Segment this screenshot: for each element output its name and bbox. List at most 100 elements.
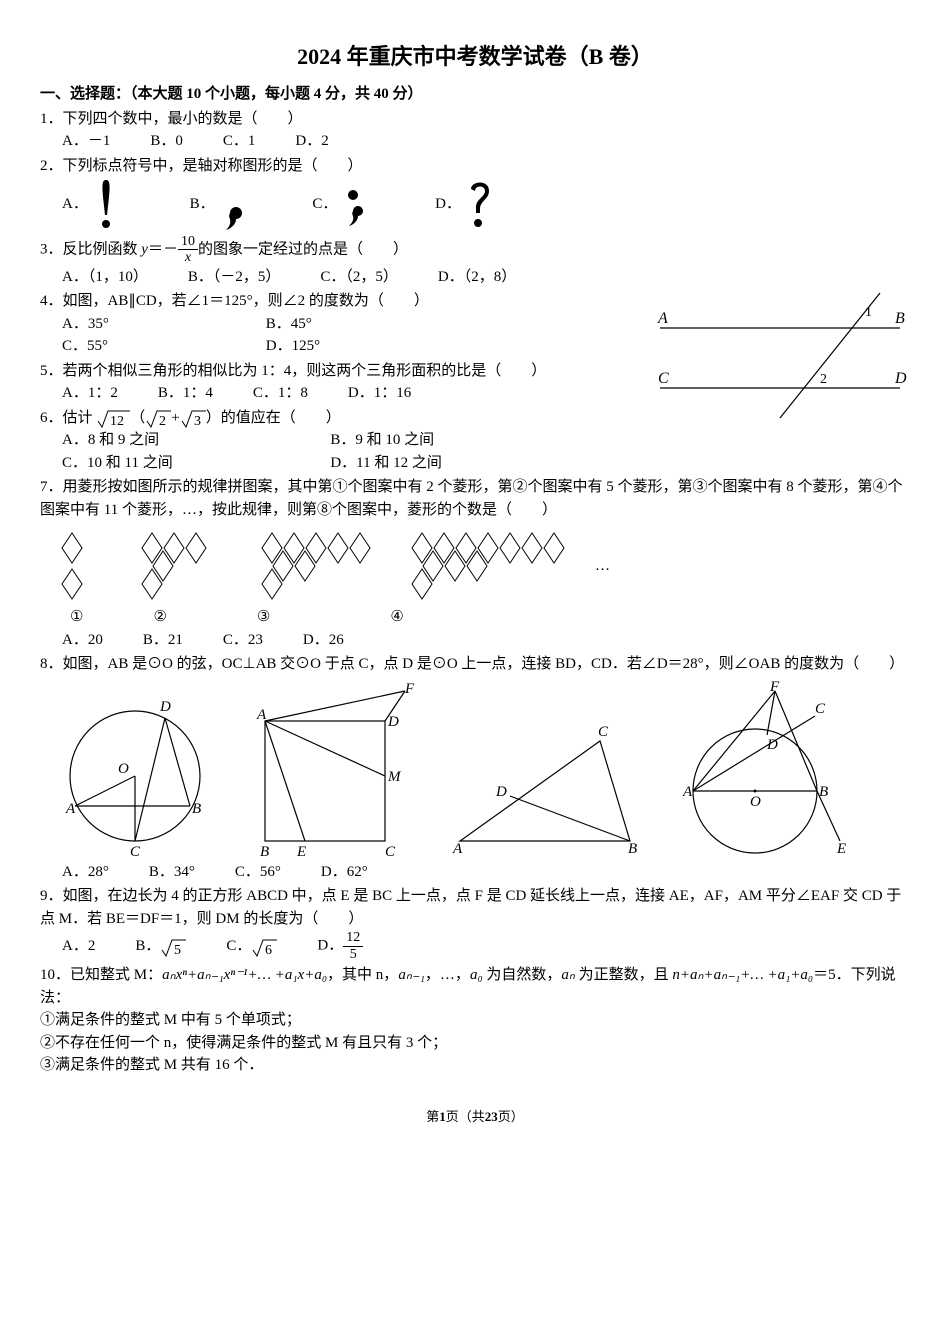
q6-stem-b: 的值应在（ ） xyxy=(221,410,341,426)
question-icon xyxy=(465,177,495,232)
q9-stem: 9．如图，在边长为 4 的正方形 ABCD 中，点 E 是 BC 上一点，点 F… xyxy=(40,885,910,930)
semicolon-icon xyxy=(341,177,365,232)
svg-text:D: D xyxy=(387,714,399,730)
fraction-10-x: 10x xyxy=(178,234,198,266)
circle-figure-4: A B C D E F O xyxy=(655,681,855,861)
svg-text:D: D xyxy=(766,737,778,753)
q5-opt-d: D．1：16 xyxy=(348,382,411,405)
q7-opt-c: C．23 xyxy=(223,629,263,652)
svg-text:B: B xyxy=(819,784,828,800)
q3-stem-a: 3．反比例函数 xyxy=(40,241,141,257)
q4-stem: 4．如图，AB∥CD，若∠1＝125°，则∠2 的度数为（ ） xyxy=(40,290,650,313)
q4-opt-d: D．125° xyxy=(266,338,320,354)
svg-text:D: D xyxy=(495,784,507,800)
q2-opt-d-label: D． xyxy=(435,196,461,212)
q8-opt-b: B．34° xyxy=(149,861,195,884)
q5-opt-a: A．1：2 xyxy=(62,382,118,405)
q6-stem-a: 6．估计 xyxy=(40,410,93,426)
q8-opt-d: D．62° xyxy=(321,861,368,884)
p3: ③ xyxy=(257,606,270,629)
q4-opt-c: C．55° xyxy=(62,335,222,358)
q1-opt-a: A．－1 xyxy=(62,130,110,153)
sqrt-6-icon: 6 xyxy=(251,936,277,958)
pattern-1 xyxy=(60,531,110,601)
q2-opt-b-label: B． xyxy=(190,196,215,212)
svg-text:6: 6 xyxy=(265,943,272,958)
pattern-4 xyxy=(410,531,565,601)
svg-text:F: F xyxy=(769,681,780,695)
q7-stem: 7．用菱形按如图所示的规律拼图案，其中第①个图案中有 2 个菱形，第②个图案中有… xyxy=(40,476,910,521)
svg-text:12: 12 xyxy=(110,414,124,429)
svg-text:F: F xyxy=(404,681,415,697)
question-9: 9．如图，在边长为 4 的正方形 ABCD 中，点 E 是 BC 上一点，点 F… xyxy=(40,885,910,962)
svg-text:A: A xyxy=(682,784,693,800)
svg-text:E: E xyxy=(296,844,306,860)
q8-opt-c: C．56° xyxy=(235,861,281,884)
svg-text:D: D xyxy=(159,699,171,715)
svg-text:B: B xyxy=(192,801,201,817)
svg-text:O: O xyxy=(750,794,761,810)
q2-opt-c-label: C． xyxy=(312,196,337,212)
q10-s1: ①满足条件的整式 M 中有 5 个单项式； xyxy=(40,1009,910,1032)
q4-opt-a: A．35° xyxy=(62,313,222,336)
svg-text:B: B xyxy=(895,310,905,327)
q1-opt-c: C．1 xyxy=(223,130,256,153)
q6-opt-b: B．9 和 10 之间 xyxy=(330,429,595,452)
q3-opt-b: B．（－2，5） xyxy=(188,266,281,289)
q10-s2: ②不存在任何一个 n，使得满足条件的整式 M 有且只有 3 个； xyxy=(40,1032,910,1055)
section-heading: 一、选择题：（本大题 10 个小题，每小题 4 分，共 40 分） xyxy=(40,83,910,106)
question-2: 2．下列标点符号中，是轴对称图形的是（ ） A． B． C． D． xyxy=(40,155,910,233)
q4-opt-b: B．45° xyxy=(266,316,312,332)
q9-opt-b: B．5 xyxy=(135,935,186,958)
triangle-figure-3: A B C D xyxy=(450,681,640,861)
svg-text:O: O xyxy=(118,761,129,777)
sqrt-5-icon: 5 xyxy=(160,936,186,958)
q3-opt-d: D．（2，8） xyxy=(438,266,516,289)
question-5: 5．若两个相似三角形的相似比为 1：4，则这两个三角形面积的比是（ ） A．1：… xyxy=(40,360,650,405)
svg-text:A: A xyxy=(65,801,76,817)
q3-opt-a: A．（1，10） xyxy=(62,266,148,289)
svg-text:B: B xyxy=(260,844,269,860)
svg-text:C: C xyxy=(658,370,669,387)
page-footer: 第1页（共23页） xyxy=(40,1107,910,1127)
q2-stem: 2．下列标点符号中，是轴对称图形的是（ ） xyxy=(40,155,910,178)
q8-opt-a: A．28° xyxy=(62,861,109,884)
circle-figure-1: A B C D O xyxy=(60,681,220,861)
question-4-row: 4．如图，AB∥CD，若∠1＝125°，则∠2 的度数为（ ） A．35° B．… xyxy=(40,288,910,474)
exclamation-icon xyxy=(92,177,120,232)
question-4: 4．如图，AB∥CD，若∠1＝125°，则∠2 的度数为（ ） A．35° B．… xyxy=(40,290,650,358)
svg-text:C: C xyxy=(385,844,396,860)
q10-stem-a: 10．已知整式 M： xyxy=(40,967,162,983)
pattern-dots: … xyxy=(595,555,610,578)
q1-opt-d: D．2 xyxy=(295,130,328,153)
question-7: 7．用菱形按如图所示的规律拼图案，其中第①个图案中有 2 个菱形，第②个图案中有… xyxy=(40,476,910,651)
q9-opt-d: D．125 xyxy=(317,930,363,962)
svg-text:C: C xyxy=(598,724,609,740)
question-6: 6．估计 12（2+3）的值应在（ ） A．8 和 9 之间 B．9 和 10 … xyxy=(40,407,650,475)
question-10: 10．已知整式 M：aₙxⁿ+aₙ₋₁xⁿ⁻¹+… +a₁x+a₀，其中 n，a… xyxy=(40,964,910,1077)
parallel-lines-figure: A B C D 1 2 xyxy=(650,288,910,428)
q7-opt-d: D．26 xyxy=(303,629,344,652)
question-1: 1．下列四个数中，最小的数是（ ） A．－1 B．0 C．1 D．2 xyxy=(40,108,910,153)
svg-text:B: B xyxy=(628,841,637,857)
q6-opt-d: D．11 和 12 之间 xyxy=(330,452,595,475)
diamond-patterns: … xyxy=(60,531,910,601)
q5-stem: 5．若两个相似三角形的相似比为 1：4，则这两个三角形面积的比是（ ） xyxy=(40,360,650,383)
svg-text:A: A xyxy=(452,841,463,857)
comma-icon xyxy=(218,177,242,232)
page-title: 2024 年重庆市中考数学试卷（B 卷） xyxy=(40,40,910,73)
q3-opt-c: C．（2，5） xyxy=(320,266,398,289)
sqrt-2-icon: 2 xyxy=(145,407,171,429)
q2-opt-a-label: A． xyxy=(62,196,88,212)
square-figure-2: B C D E F M A xyxy=(235,681,435,861)
svg-text:E: E xyxy=(836,841,846,857)
svg-text:A: A xyxy=(256,707,267,723)
svg-text:3: 3 xyxy=(194,414,201,429)
svg-text:M: M xyxy=(387,769,402,785)
svg-text:C: C xyxy=(130,844,141,860)
svg-text:C: C xyxy=(815,701,826,717)
q3-stem-b: 的图象一定经过的点是（ ） xyxy=(198,241,408,257)
q9-opt-c: C．6 xyxy=(226,935,277,958)
sqrt-3-icon: 3 xyxy=(180,407,206,429)
q8-stem: 8．如图，AB 是⊙O 的弦，OC⊥AB 交⊙O 于点 C，点 D 是⊙O 上一… xyxy=(40,653,910,676)
